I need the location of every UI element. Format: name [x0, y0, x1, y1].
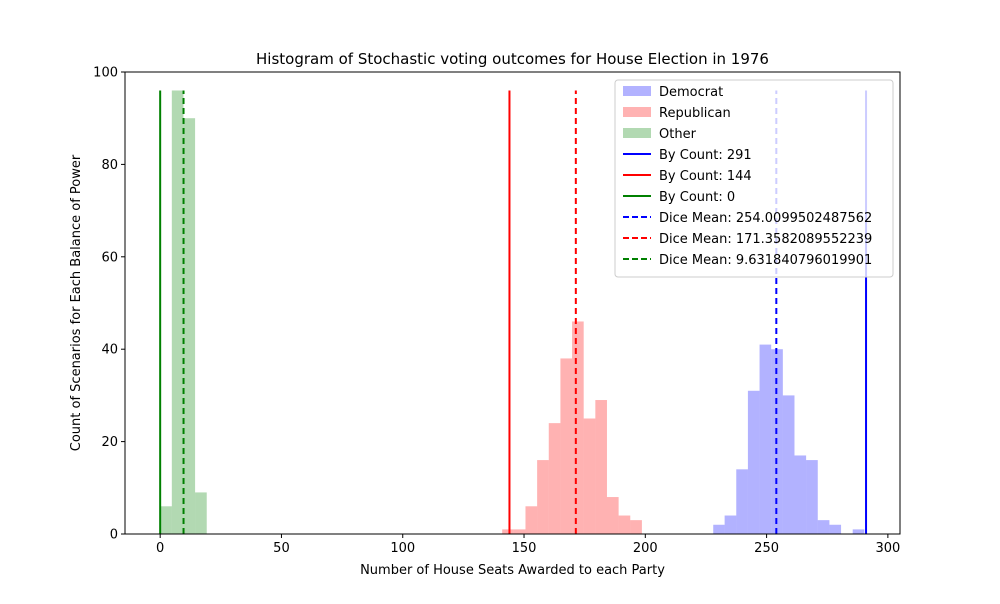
x-tick-label: 150 — [512, 541, 537, 556]
republican-bar — [560, 358, 573, 534]
y-tick-label: 80 — [101, 158, 118, 173]
democrat-bar — [747, 390, 760, 534]
republican-bar — [548, 423, 561, 534]
republican-bar — [513, 529, 526, 534]
legend-label: By Count: 0 — [659, 190, 735, 205]
y-tick-label: 100 — [93, 66, 118, 81]
legend-label: Dice Mean: 9.631840796019901 — [659, 253, 872, 268]
legend-label: Dice Mean: 254.0099502487562 — [659, 211, 872, 226]
y-tick-label: 20 — [101, 435, 118, 450]
legend-swatch — [623, 86, 651, 96]
y-axis-label: Count of Scenarios for Each Balance of P… — [69, 154, 84, 451]
axes-frame — [124, 71, 901, 535]
legend-box — [614, 79, 894, 278]
x-tick-label: 0 — [156, 541, 164, 556]
y-tick-label: 40 — [101, 343, 118, 358]
republican-bar — [618, 515, 631, 534]
republican-bar — [606, 497, 619, 534]
democrat-bar — [759, 344, 772, 534]
y-tick-label: 60 — [101, 250, 118, 265]
chart-title: Histogram of Stochastic voting outcomes … — [256, 50, 769, 68]
republican-bar — [583, 418, 596, 534]
democrat-bar — [806, 460, 818, 534]
legend-label: By Count: 291 — [659, 148, 752, 163]
republican-bar — [630, 520, 642, 534]
other-bar — [171, 90, 184, 534]
x-tick-label: 250 — [754, 541, 779, 556]
chart-legend: Democrat Republican Other By Count: 291 By C… — [614, 79, 894, 278]
x-tick-label: 300 — [875, 541, 900, 556]
y-axis-ticks: 0 20 40 60 80 100 — [93, 66, 125, 543]
democrat-bar — [736, 469, 748, 534]
other-bar — [160, 506, 172, 534]
x-tick-label: 50 — [273, 541, 290, 556]
legend-label: Democrat — [659, 85, 723, 100]
democrat-bar — [782, 395, 795, 534]
republican-bar — [502, 529, 514, 534]
democrat-bar — [794, 455, 807, 534]
legend-swatch — [623, 128, 651, 138]
other-bar — [195, 492, 207, 534]
x-tick-label: 100 — [390, 541, 415, 556]
legend-label: By Count: 144 — [659, 169, 752, 184]
x-axis-label: Number of House Seats Awarded to each Pa… — [360, 563, 665, 578]
legend-label: Dice Mean: 171.3582089552239 — [659, 232, 872, 247]
legend-label: Other — [659, 127, 697, 142]
democrat-bar — [852, 529, 865, 534]
x-tick-label: 200 — [633, 541, 658, 556]
democrat-bar — [724, 515, 737, 534]
democrat-bar — [829, 524, 842, 534]
legend-label: Republican — [659, 106, 731, 121]
democrat-bar — [817, 520, 830, 534]
x-axis-ticks: 0 50 100 150 200 250 300 — [156, 534, 900, 556]
other-bar — [183, 118, 196, 534]
republican-bar — [537, 460, 549, 534]
democrat-bar — [713, 524, 725, 534]
republican-bar — [595, 400, 607, 534]
legend-swatch — [623, 107, 651, 117]
republican-bar — [525, 506, 538, 534]
republican-bar — [572, 321, 584, 534]
y-tick-label: 0 — [110, 528, 118, 543]
